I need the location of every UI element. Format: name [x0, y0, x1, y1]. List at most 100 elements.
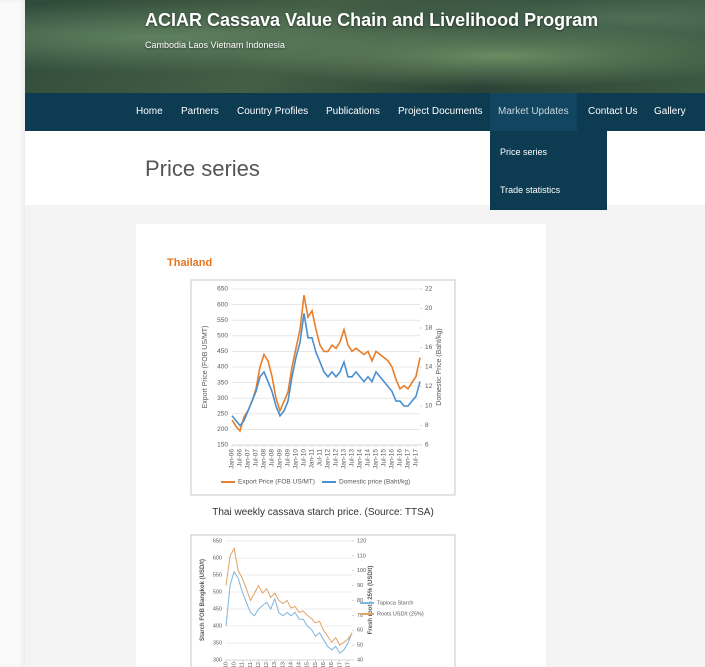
- y2-tick-label: 20: [425, 305, 433, 312]
- x-tick-label: Jul-09: [285, 449, 292, 467]
- x-tick-label: Jul-16: [329, 662, 335, 667]
- x-tick-label: Jul-12: [333, 449, 340, 467]
- data-line: [225, 570, 353, 654]
- y2-tick-label: 8: [425, 422, 429, 429]
- y-tick-label: 400: [217, 364, 228, 371]
- y2-tick-label: 110: [357, 553, 366, 559]
- nav-bar: Home Partners Country Profiles Publications…: [25, 93, 705, 131]
- y2-tick-label: 50: [357, 643, 363, 649]
- y-tick-label: 400: [213, 623, 222, 629]
- x-tick-label: Jul-14: [297, 662, 303, 667]
- nav-item[interactable]: Gallery: [654, 106, 686, 117]
- x-tick-label: Jul-13: [280, 662, 286, 667]
- y-tick-label: 600: [213, 555, 222, 561]
- nav-item[interactable]: Project Documents: [398, 106, 483, 117]
- chart-frame: [190, 279, 456, 496]
- y-tick-label: 200: [217, 426, 228, 433]
- y-tick-label: 650: [213, 538, 222, 544]
- nav-item[interactable]: Home: [136, 106, 163, 117]
- y-tick-label: 550: [213, 572, 222, 578]
- y-tick-label: 150: [217, 442, 228, 449]
- legend-label: Roots USD/t (25%): [377, 611, 424, 617]
- page-margin: [0, 0, 25, 667]
- x-tick-label: Jul-06: [237, 449, 244, 467]
- nav-item[interactable]: Market Updates: [490, 93, 577, 131]
- x-tick-label: Jul-11: [248, 662, 254, 667]
- chart-frame: [190, 534, 456, 667]
- y-tick-label: 500: [217, 333, 228, 340]
- nav-item[interactable]: Publications: [326, 106, 380, 117]
- x-tick-label: Jan-12: [256, 662, 262, 667]
- x-tick-label: Jan-17: [337, 662, 343, 667]
- x-tick-label: Jan-07: [245, 449, 252, 469]
- y2-tick-label: 16: [425, 344, 433, 351]
- nav-item[interactable]: Country Profiles: [237, 106, 309, 117]
- x-tick-label: Jan-16: [321, 662, 327, 667]
- x-tick-label: Jan-13: [341, 449, 348, 469]
- x-tick-label: Jul-13: [349, 449, 356, 467]
- nav-item[interactable]: Contact Us: [588, 106, 638, 117]
- x-tick-label: Jan-15: [305, 662, 311, 667]
- y2-tick-label: 6: [425, 442, 429, 449]
- x-tick-label: Jan-14: [288, 662, 294, 667]
- x-tick-label: Jan-08: [261, 449, 268, 469]
- y2-tick-label: 100: [357, 568, 366, 574]
- y2-tick-label: 18: [425, 325, 433, 332]
- x-tick-label: Jan-14: [357, 449, 364, 469]
- y-tick-label: 600: [217, 301, 228, 308]
- y2-tick-label: 40: [357, 657, 363, 663]
- y2-tick-label: 60: [357, 628, 363, 634]
- x-tick-label: Jul-16: [397, 449, 404, 467]
- y-axis-label: Export Price (FOB US/MT): [202, 326, 209, 409]
- x-tick-label: Jul-17: [413, 449, 420, 467]
- x-tick-label: Jul-15: [381, 449, 388, 467]
- y-tick-label: 300: [217, 395, 228, 402]
- dropdown-item[interactable]: Price series: [500, 147, 548, 157]
- legend-label: Domestic price (Baht/kg): [339, 479, 410, 486]
- y2-tick-label: 70: [357, 613, 363, 619]
- x-tick-label: Jan-13: [272, 662, 278, 667]
- x-tick-label: Jul-10: [232, 662, 238, 667]
- y-tick-label: 450: [217, 348, 228, 355]
- y-tick-label: 250: [217, 411, 228, 418]
- y-tick-label: 650: [217, 286, 228, 293]
- nav-item[interactable]: Partners: [181, 106, 219, 117]
- y2-tick-label: 90: [357, 583, 363, 589]
- x-tick-label: Jan-12: [325, 449, 332, 469]
- x-tick-label: Jan-11: [240, 662, 246, 667]
- y-tick-label: 300: [213, 657, 222, 663]
- x-tick-label: Jul-12: [264, 662, 270, 667]
- banner: [25, 0, 705, 93]
- legend-label: Export Price (FOB US/MT): [238, 479, 315, 486]
- y2-tick-label: 80: [357, 598, 363, 604]
- data-line: [225, 546, 353, 646]
- y2-tick-label: 14: [425, 364, 433, 371]
- y2-tick-label: 120: [357, 538, 366, 544]
- page-title: Price series: [145, 156, 260, 181]
- y-tick-label: 350: [217, 379, 228, 386]
- x-tick-label: Jul-14: [365, 449, 372, 467]
- x-tick-label: Jan-09: [277, 449, 284, 469]
- y-axis-label: Starch FOB Bangkok (USD/t): [200, 559, 206, 641]
- site-title[interactable]: ACIAR Cassava Value Chain and Livelihood…: [145, 10, 599, 30]
- x-tick-label: Jan-11: [309, 449, 316, 469]
- data-line: [231, 313, 421, 427]
- site-subtitle: Cambodia Laos Vietnam Indonesia: [145, 40, 285, 50]
- data-line: [231, 295, 421, 433]
- x-tick-label: Jul-17: [345, 662, 351, 667]
- x-tick-label: Jan-10: [223, 662, 229, 667]
- x-tick-label: Jul-08: [269, 449, 276, 467]
- dropdown-menu: Price series Trade statistics: [490, 131, 607, 210]
- y-tick-label: 500: [213, 589, 222, 595]
- dropdown-item[interactable]: Trade statistics: [500, 185, 561, 195]
- y-tick-label: 350: [213, 640, 222, 646]
- x-tick-label: Jul-07: [253, 449, 260, 467]
- x-tick-label: Jul-15: [313, 662, 319, 667]
- y2-tick-label: 10: [425, 403, 433, 410]
- y2-tick-label: 22: [425, 286, 433, 293]
- chart-caption: Thai weekly cassava starch price. (Sourc…: [212, 507, 434, 518]
- y-tick-label: 450: [213, 606, 222, 612]
- x-tick-label: Jan-15: [373, 449, 380, 469]
